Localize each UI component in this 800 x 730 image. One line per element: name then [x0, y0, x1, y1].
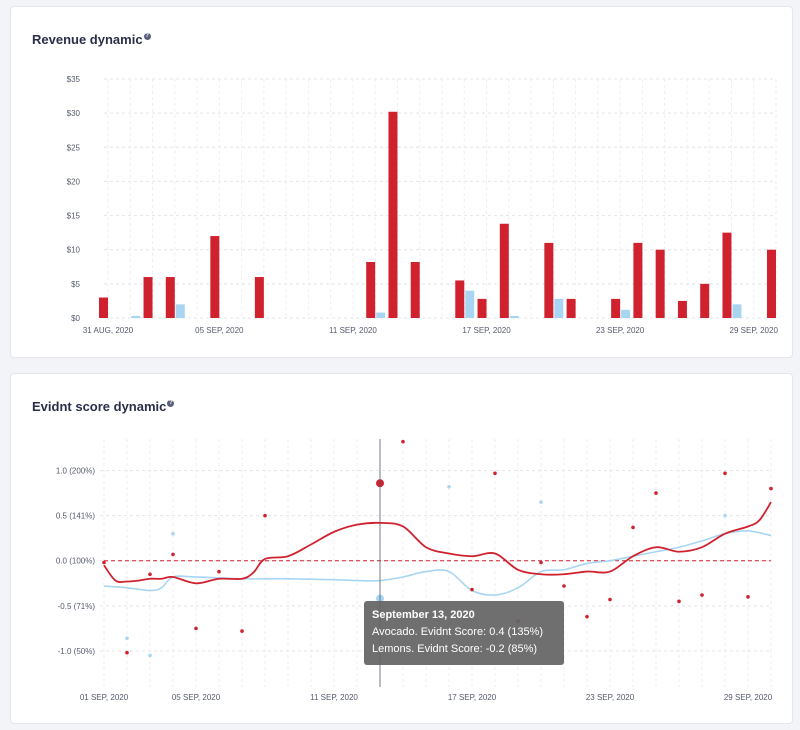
- bar-blue: [465, 290, 475, 318]
- lemons-point: [723, 513, 727, 518]
- bar-red: [767, 249, 776, 318]
- bar-red: [410, 262, 420, 318]
- avocado-point: [654, 491, 658, 495]
- lemons-point: [539, 500, 543, 504]
- bar-red: [366, 262, 376, 318]
- lemons-point: [171, 531, 175, 536]
- y-tick-label: -1.0 (50%): [58, 647, 96, 656]
- x-tick-label: 29 SEP, 2020: [730, 326, 779, 335]
- score-line-chart[interactable]: -1.0 (50%) -0.5 (71%) 0.0 (100%) 0.5 (141%)…: [11, 374, 792, 723]
- lemons-point: [447, 484, 451, 489]
- bar-red: [143, 277, 153, 318]
- y-tick-label: $20: [67, 177, 81, 186]
- x-tick-label: 05 SEP, 2020: [195, 326, 244, 335]
- bar-blue: [376, 312, 386, 318]
- y-tick-label: -0.5 (71%): [58, 602, 96, 611]
- avocado-point: [263, 513, 267, 518]
- revenue-card: Revenue dynamic? $0 $5 $10 $15 $20 $25 $30 $35 3…: [10, 6, 793, 358]
- x-tick-label: 11 SEP, 2020: [329, 326, 377, 335]
- bar-red: [655, 249, 665, 318]
- avocado-point: [723, 471, 727, 476]
- bar-red: [388, 111, 398, 318]
- avocado-point: [125, 650, 129, 655]
- y-tick-label: $0: [71, 314, 80, 323]
- bar-blue: [131, 315, 141, 318]
- bar-blue: [509, 315, 519, 318]
- bar-red: [544, 242, 554, 318]
- question-circle-icon[interactable]: ?: [167, 400, 175, 407]
- x-tick-label: 29 SEP, 2020: [724, 693, 773, 702]
- bar-red: [165, 277, 175, 318]
- bar-red: [722, 232, 732, 318]
- y-tick-label: $15: [67, 212, 81, 221]
- x-tick-label: 17 SEP, 2020: [448, 693, 497, 702]
- avocado-point: [401, 439, 405, 444]
- avocado-point: [539, 560, 543, 565]
- avocado-point: [171, 552, 175, 557]
- tooltip-line-lemons: Lemons. Evidnt Score: -0.2 (85%): [372, 643, 538, 655]
- x-tick-label: 17 SEP, 2020: [462, 326, 511, 335]
- avocado-point: [217, 569, 221, 574]
- bar-red: [633, 242, 643, 318]
- revenue-title: Revenue dynamic?: [32, 32, 151, 47]
- tooltip-date: September 13, 2020: [372, 609, 475, 621]
- avocado-point: [585, 614, 589, 619]
- y-tick-label: 1.0 (200%): [56, 467, 95, 476]
- x-tick-label: 31 AUG, 2020: [83, 326, 134, 335]
- bar-red: [254, 277, 264, 318]
- bar-red: [477, 298, 487, 318]
- question-circle-icon[interactable]: ?: [143, 33, 151, 40]
- bar-blue: [621, 309, 631, 318]
- y-tick-label: $35: [67, 75, 81, 84]
- avocado-point: [240, 629, 244, 633]
- bar-blue: [732, 304, 742, 318]
- avocado-point: [631, 525, 635, 530]
- avocado-point: [102, 560, 106, 565]
- avocado-point: [677, 599, 681, 604]
- bar-red: [611, 298, 621, 318]
- y-tick-label: 0.5 (141%): [56, 512, 95, 521]
- bar-red: [677, 300, 687, 318]
- x-tick-label: 23 SEP, 2020: [586, 693, 635, 702]
- avocado-point: [194, 626, 198, 631]
- avocado-point: [769, 486, 773, 491]
- revenue-bar-chart: $0 $5 $10 $15 $20 $25 $30 $35 31 AUG, 2020 05 SEP…: [67, 75, 779, 335]
- bar-blue: [554, 298, 564, 318]
- tooltip-line-avocado: Avocado. Evidnt Score: 0.4 (135%): [372, 626, 544, 638]
- avocado-point: [746, 595, 750, 599]
- y-tick-label: 0.0 (100%): [56, 557, 95, 566]
- score-card: Evidnt score dynamic? -1.0 (50%) -0.5 (71…: [10, 373, 793, 724]
- bar-red: [210, 236, 220, 318]
- avocado-point: [608, 597, 612, 602]
- x-tick-label: 11 SEP, 2020: [310, 693, 358, 702]
- bar-red: [499, 223, 509, 318]
- avocado-point: [493, 471, 497, 476]
- y-tick-label: $10: [67, 246, 81, 255]
- y-tick-label: $25: [67, 143, 81, 152]
- y-tick-label: $5: [71, 280, 80, 289]
- avocado-point: [700, 593, 704, 597]
- lemons-point: [148, 653, 152, 658]
- bar-red: [99, 297, 108, 318]
- y-tick-label: $30: [67, 109, 81, 118]
- x-tick-label: 23 SEP, 2020: [596, 326, 645, 335]
- avocado-point: [470, 587, 474, 592]
- avocado-line: [103, 501, 772, 585]
- lemons-point: [125, 636, 129, 641]
- score-title: Evidnt score dynamic?: [32, 399, 175, 414]
- lemons-line: [103, 530, 772, 596]
- bar-red: [455, 280, 465, 318]
- x-tick-label: 01 SEP, 2020: [80, 693, 129, 702]
- chart-tooltip: September 13, 2020 Avocado. Evidnt Score…: [364, 601, 564, 665]
- bar-red: [700, 283, 710, 318]
- avocado-point: [148, 572, 152, 577]
- bar-blue: [175, 304, 185, 318]
- x-tick-label: 05 SEP, 2020: [172, 693, 221, 702]
- avocado-point: [562, 584, 566, 588]
- bar-red: [566, 298, 576, 318]
